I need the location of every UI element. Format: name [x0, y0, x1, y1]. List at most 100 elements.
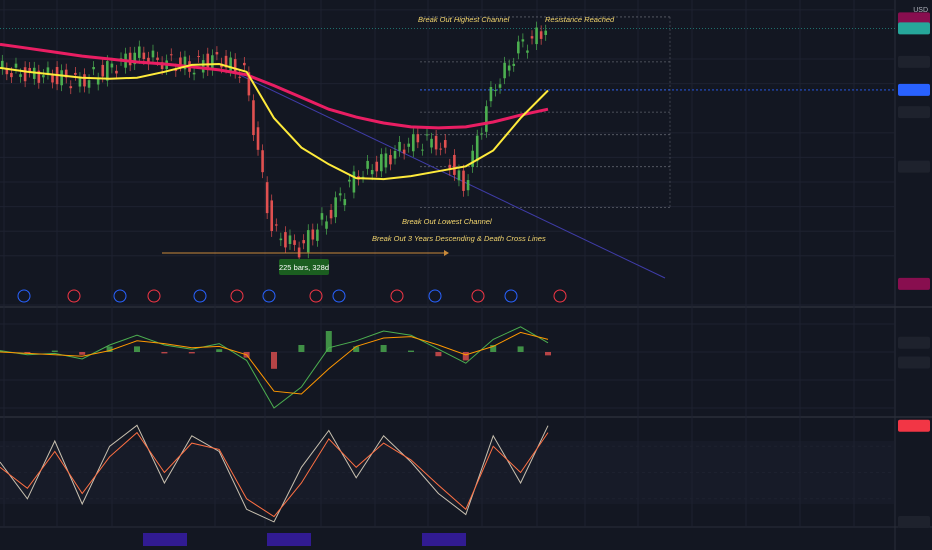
candle-body: [457, 170, 461, 181]
macd-histogram-bar: [545, 352, 551, 356]
candle-body: [416, 134, 420, 143]
candle-body: [366, 160, 369, 169]
candle-body: [233, 59, 237, 73]
candle-body: [343, 199, 347, 206]
candle-body: [439, 148, 442, 150]
candle-body: [60, 70, 63, 86]
event-badge: [332, 289, 346, 303]
candle-body: [74, 72, 77, 75]
date-badge-bg: [422, 533, 466, 546]
candle-body: [256, 127, 260, 150]
moving-average-long: [0, 42, 549, 130]
candle-body: [265, 182, 269, 214]
macd-histogram-bar: [271, 352, 277, 369]
candle-body: [466, 180, 470, 191]
candle-body: [293, 240, 296, 245]
candle-body: [106, 61, 109, 81]
candle-body: [151, 50, 155, 58]
macd-histogram-bar: [462, 352, 469, 361]
candle-body: [274, 224, 278, 226]
candle-body: [64, 69, 68, 78]
candle-body: [160, 62, 164, 70]
candle-body: [329, 209, 333, 219]
candle-body: [370, 169, 374, 175]
candle-body: [137, 46, 141, 58]
candle-body: [128, 52, 132, 66]
price-tag-bg: [898, 55, 930, 68]
candle-body: [51, 75, 54, 83]
candle-body: [14, 63, 18, 68]
candle-body: [338, 193, 342, 196]
candle-body: [334, 197, 337, 218]
candle-body: [96, 78, 100, 85]
candle-body: [503, 62, 506, 79]
time-axis[interactable]: [143, 533, 466, 546]
candle-body: [69, 86, 73, 89]
macd-histogram-bar: [161, 352, 168, 354]
range-arrow-head: [444, 250, 449, 256]
candle-body: [380, 154, 383, 172]
candle-body: [101, 64, 105, 77]
annotation-resistance: Resistance Reached: [545, 15, 615, 24]
stoch-d-line: [0, 431, 549, 518]
macd-histogram-bar: [298, 345, 305, 352]
candle-body: [430, 138, 433, 148]
macd-histogram-bar: [51, 350, 58, 352]
range-label: 225 bars, 328d: [279, 263, 329, 272]
candle-body: [215, 52, 219, 55]
candle-body: [87, 80, 91, 88]
macd-histogram-bar: [408, 350, 414, 352]
candle-body: [361, 176, 365, 178]
date-badge-bg: [143, 533, 187, 546]
event-badges[interactable]: [17, 289, 567, 303]
event-badge: [113, 289, 127, 303]
candle-body: [316, 229, 319, 241]
candle-body: [348, 179, 351, 182]
candle-body: [320, 213, 324, 220]
stochastic-pane[interactable]: [0, 424, 549, 523]
price-tag-bg: [898, 22, 930, 35]
macd-histogram-bar: [188, 352, 195, 354]
annotation-break-out-highest: Break Out Highest Channel: [418, 15, 510, 24]
candle-body: [512, 63, 516, 66]
macd-histogram-bar: [24, 352, 31, 354]
candle-body: [489, 87, 493, 102]
range-label-box: [279, 259, 329, 275]
candle-body: [23, 67, 27, 82]
fibonacci-retracement[interactable]: [0, 16, 895, 208]
candle-body: [375, 161, 379, 172]
price-tag-bg: [898, 419, 930, 432]
candle-body: [5, 68, 9, 75]
candle-body: [211, 55, 214, 70]
candle-body: [393, 150, 397, 159]
macd-histogram-bar: [216, 349, 223, 352]
price-axis[interactable]: USD: [898, 7, 930, 528]
candle-body: [42, 75, 45, 78]
candle-body: [389, 155, 392, 165]
macd-pane[interactable]: [0, 326, 551, 409]
macd-histogram-bar: [353, 346, 360, 352]
candle-body: [270, 200, 274, 232]
price-pane[interactable]: [0, 21, 666, 279]
candle-body: [83, 74, 86, 87]
candle-body: [37, 70, 41, 83]
candle-body: [480, 133, 484, 135]
descending-trend-line: [239, 74, 666, 279]
candle-body: [169, 54, 173, 56]
candle-body: [192, 72, 196, 75]
candle-body: [147, 57, 150, 65]
candle-body: [297, 247, 301, 258]
candle-body: [156, 57, 159, 60]
event-badge: [230, 289, 244, 303]
date-badge-bg: [267, 533, 311, 546]
candle-body: [425, 134, 429, 136]
candle-body: [521, 39, 525, 42]
candle-body: [224, 55, 228, 68]
candle-body: [10, 72, 13, 78]
candle-body: [434, 135, 438, 150]
event-badge: [390, 289, 404, 303]
candle-body: [302, 240, 305, 244]
price-tag-bg: [898, 106, 930, 119]
candle-body: [133, 52, 137, 65]
